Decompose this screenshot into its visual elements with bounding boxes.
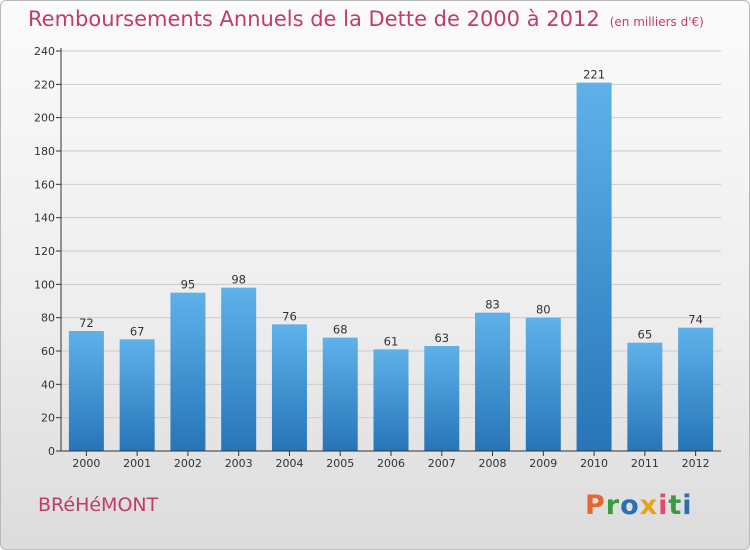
data-label: 72 xyxy=(79,316,94,330)
data-label: 80 xyxy=(536,303,551,317)
y-tick-label: 60 xyxy=(41,345,55,358)
x-tick-label: 2000 xyxy=(72,457,100,470)
data-label: 63 xyxy=(434,331,449,345)
bar xyxy=(678,327,714,451)
brand-letter: t xyxy=(668,490,683,521)
data-label: 98 xyxy=(231,273,246,287)
bar xyxy=(475,312,511,451)
brand-letter: x xyxy=(639,490,659,521)
bar xyxy=(221,287,257,451)
data-label: 221 xyxy=(583,68,605,82)
brand-letter: o xyxy=(620,490,640,521)
y-tick-label: 240 xyxy=(34,45,55,58)
x-tick-label: 2005 xyxy=(326,457,354,470)
y-tick-label: 180 xyxy=(34,145,55,158)
y-tick-label: 20 xyxy=(41,412,55,425)
chart-title: Remboursements Annuels de la Dette de 20… xyxy=(28,7,704,31)
x-tick-label: 2002 xyxy=(174,457,202,470)
brand-letter: i xyxy=(658,490,669,521)
brand-letter: r xyxy=(605,490,621,521)
bar xyxy=(373,349,409,451)
brand-letter: P xyxy=(585,490,606,521)
bar xyxy=(68,331,104,451)
bar xyxy=(322,337,358,451)
y-tick-label: 200 xyxy=(34,112,55,125)
chart-unit: (en milliers d'€) xyxy=(609,15,704,29)
x-tick-label: 2009 xyxy=(529,457,557,470)
bar xyxy=(119,339,155,451)
x-tick-label: 2004 xyxy=(275,457,303,470)
y-tick-label: 120 xyxy=(34,245,55,258)
brand-letter: i xyxy=(682,490,693,521)
x-tick-label: 2006 xyxy=(377,457,405,470)
y-tick-label: 100 xyxy=(34,278,55,291)
data-label: 61 xyxy=(384,334,399,348)
data-label: 74 xyxy=(688,313,703,327)
bar xyxy=(576,82,612,452)
y-tick-label: 160 xyxy=(34,178,55,191)
y-tick-label: 0 xyxy=(48,445,55,458)
bar xyxy=(424,346,460,451)
x-tick-label: 2003 xyxy=(225,457,253,470)
bar xyxy=(525,317,561,451)
town-name: BRéHéMONT xyxy=(38,494,159,516)
data-label: 68 xyxy=(333,323,348,337)
x-tick-label: 2001 xyxy=(123,457,151,470)
data-label: 76 xyxy=(282,309,297,323)
y-tick-label: 220 xyxy=(34,78,55,91)
x-tick-label: 2010 xyxy=(580,457,608,470)
data-label: 95 xyxy=(181,278,196,292)
x-tick-label: 2008 xyxy=(479,457,507,470)
bar xyxy=(271,324,307,451)
x-tick-label: 2007 xyxy=(428,457,456,470)
data-label: 65 xyxy=(638,328,653,342)
x-tick-label: 2012 xyxy=(682,457,710,470)
y-tick-label: 140 xyxy=(34,212,55,225)
y-tick-label: 80 xyxy=(41,312,55,325)
data-label: 67 xyxy=(130,324,145,338)
bar xyxy=(170,292,206,451)
data-label: 83 xyxy=(485,298,500,312)
brand-logo: Proxiti xyxy=(585,490,693,521)
x-tick-label: 2011 xyxy=(631,457,659,470)
bar xyxy=(627,342,663,451)
y-tick-label: 40 xyxy=(41,378,55,391)
